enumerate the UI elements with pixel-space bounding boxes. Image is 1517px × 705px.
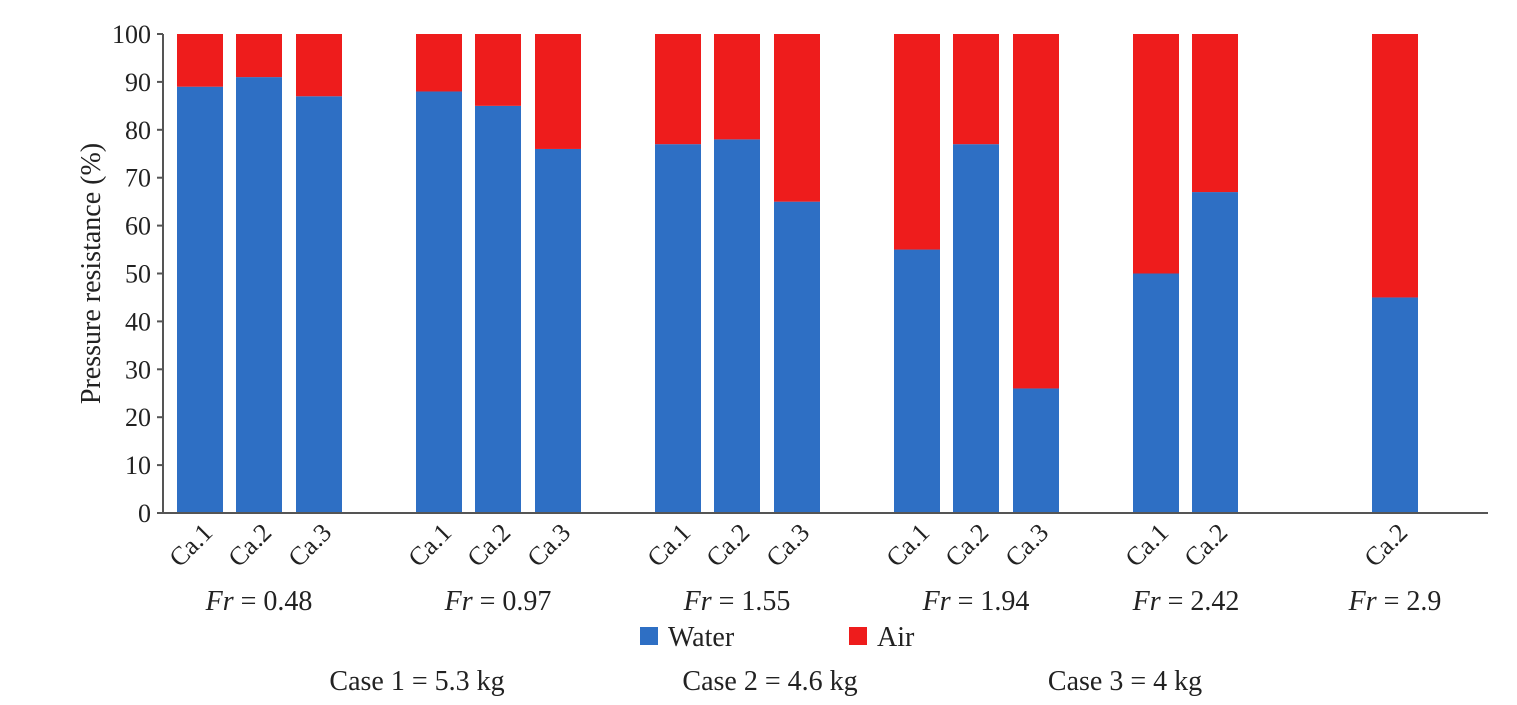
froude-value: = 1.94 [951, 586, 1030, 617]
froude-symbol: Fr [444, 586, 473, 617]
x-category-label: Ca.3 [522, 518, 577, 573]
y-tick-label: 100 [112, 20, 151, 49]
y-tick-label: 40 [125, 307, 151, 336]
x-category-label: Ca.2 [462, 518, 517, 573]
bar-air [655, 34, 701, 145]
bar-water [535, 148, 581, 513]
case-caption: Case 3 = 4 kg [1048, 666, 1202, 697]
froude-value: = 2.42 [1161, 586, 1240, 617]
bar-air [714, 34, 760, 140]
bar-water [296, 96, 342, 514]
bar-water [475, 105, 521, 513]
bar-air [535, 34, 581, 149]
legend-label-water: Water [668, 622, 735, 653]
legend-swatch-water [640, 627, 658, 645]
y-tick-label: 50 [125, 260, 151, 289]
bar-air [416, 34, 462, 92]
case-caption: Case 2 = 4.6 kg [682, 666, 857, 697]
froude-symbol: Fr [205, 586, 234, 617]
froude-symbol: Fr [683, 586, 712, 617]
x-category-label: Ca.1 [642, 518, 697, 573]
x-category-label: Ca.1 [403, 518, 458, 573]
froude-symbol: Fr [1348, 586, 1377, 617]
bar-air [296, 34, 342, 97]
froude-group-label: Fr = 0.97 [444, 586, 552, 617]
bar-air [1133, 34, 1179, 274]
bar-water [894, 249, 940, 514]
bar-air [236, 34, 282, 78]
bar-air [177, 34, 223, 87]
x-category-label: Ca.3 [283, 518, 338, 573]
y-tick-label: 20 [125, 403, 151, 432]
y-tick-label: 90 [125, 68, 151, 97]
bar-air [1013, 34, 1059, 389]
bar-water [1372, 297, 1418, 513]
bar-air [1372, 34, 1418, 298]
bar-air [894, 34, 940, 250]
y-axis-title: Pressure resistance (%) [76, 143, 107, 404]
froude-value: = 0.48 [234, 586, 313, 617]
x-category-label: Ca.1 [164, 518, 219, 573]
bar-water [1013, 388, 1059, 513]
x-category-label: Ca.2 [1179, 518, 1234, 573]
legend-label-air: Air [877, 622, 915, 653]
bar-air [774, 34, 820, 202]
bar-water [416, 91, 462, 513]
bar-water [1133, 273, 1179, 513]
froude-symbol: Fr [1132, 586, 1161, 617]
x-category-label: Ca.2 [940, 518, 995, 573]
x-category-label: Ca.3 [1000, 518, 1055, 573]
x-category-label: Ca.3 [761, 518, 816, 573]
bar-air [1192, 34, 1238, 193]
froude-value: = 0.97 [473, 586, 552, 617]
legend: Water Air [640, 622, 915, 653]
case-captions: Case 1 = 5.3 kg Case 2 = 4.6 kg Case 3 = 4… [329, 666, 1202, 697]
y-axis: 0 10 20 30 40 50 60 70 80 90 100 Pressure resistanc… [76, 20, 164, 528]
x-category-label: Ca.2 [701, 518, 756, 573]
x-category-label: Ca.1 [1120, 518, 1175, 573]
y-tick-label: 70 [125, 164, 151, 193]
x-category-label: Ca.1 [881, 518, 936, 573]
bar-air [953, 34, 999, 145]
froude-group-label: Fr = 0.48 [205, 586, 313, 617]
froude-group-label: Fr = 1.55 [683, 586, 791, 617]
y-tick-label: 60 [125, 212, 151, 241]
x-category-label: Ca.2 [1359, 518, 1414, 573]
froude-group-label: Fr = 2.42 [1132, 586, 1240, 617]
y-tick-label: 0 [138, 499, 151, 528]
froude-symbol: Fr [922, 586, 951, 617]
y-tick-label: 10 [125, 451, 151, 480]
bar-water [714, 139, 760, 513]
legend-swatch-air [849, 627, 867, 645]
froude-group-label: Fr = 1.94 [922, 586, 1030, 617]
bar-water [953, 144, 999, 514]
bars-layer [177, 34, 1418, 514]
bar-air [475, 34, 521, 106]
bar-water [655, 144, 701, 514]
froude-group-label: Fr = 2.9 [1348, 586, 1442, 617]
x-category-label: Ca.2 [223, 518, 278, 573]
bar-water [177, 86, 223, 513]
case-caption: Case 1 = 5.3 kg [329, 666, 504, 697]
froude-value: = 2.9 [1377, 586, 1442, 617]
bar-water [1192, 192, 1238, 513]
bar-water [774, 201, 820, 513]
y-tick-label: 30 [125, 355, 151, 384]
froude-value: = 1.55 [712, 586, 791, 617]
y-tick-label: 80 [125, 116, 151, 145]
bar-water [236, 77, 282, 514]
